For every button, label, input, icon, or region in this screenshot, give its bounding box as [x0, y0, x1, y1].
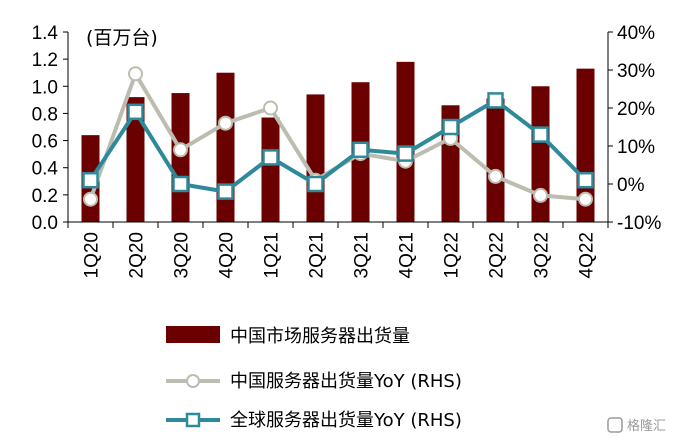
china-yoy-point [488, 168, 503, 184]
bar [261, 117, 280, 222]
unit-label: (百万台) [86, 27, 158, 49]
x-tick-label: 2Q20 [127, 232, 148, 278]
left-tick-label: 0.8 [32, 104, 58, 125]
x-tick-label: 4Q20 [217, 232, 238, 278]
bar [486, 98, 505, 222]
x-tick-label: 4Q21 [397, 232, 418, 278]
plot-area: 0.0 0.2 0.4 0.6 0.8 1.0 1.2 1.4 -10% 0% 10% 20% 30% 4… [32, 23, 662, 278]
x-tick-label: 3Q22 [532, 232, 553, 278]
right-tick-label: 30% [617, 61, 655, 82]
watermark: 格隆汇 [607, 417, 666, 434]
global-yoy-point [532, 126, 549, 143]
left-tick-label: 0.6 [32, 132, 58, 153]
right-tick-label: -10% [617, 213, 661, 234]
global-yoy-line [88, 98, 587, 194]
legend-label-bar: 中国市场服务器出货量 [230, 326, 410, 347]
china-yoy-point [578, 191, 593, 207]
bar [396, 61, 415, 222]
global-yoy-point [442, 118, 459, 136]
bar [171, 93, 190, 222]
global-yoy-point [577, 171, 594, 189]
legend-marker-china-yoy [186, 374, 200, 388]
legend-label-global-yoy: 全球服务器出货量YoY (RHS) [230, 410, 462, 431]
legend: 中国市场服务器出货量 中国服务器出货量YoY (RHS) 全球服务器出货量YoY… [166, 326, 462, 431]
legend-label-china-yoy: 中国服务器出货量YoY (RHS) [230, 371, 462, 392]
left-tick-label: 0.2 [32, 186, 58, 207]
china-yoy-point [218, 115, 233, 131]
bar [126, 97, 145, 222]
legend-marker-global-yoy [185, 412, 201, 428]
legend-item-china-yoy: 中国服务器出货量YoY (RHS) [166, 371, 462, 392]
left-tick-label: 1.2 [32, 50, 58, 71]
global-yoy-point [82, 171, 99, 189]
global-yoy-point [217, 183, 234, 200]
watermark-logo-icon [607, 417, 623, 433]
global-yoy-point [262, 149, 279, 166]
right-tick-label: 10% [617, 137, 655, 158]
global-yoy-point [397, 145, 414, 162]
left-tick-label: 0.0 [32, 213, 58, 234]
x-tick-label: 1Q21 [262, 232, 283, 278]
x-tick-label: 1Q20 [82, 232, 103, 278]
global-yoy-point [127, 103, 144, 121]
x-tick-label: 1Q22 [442, 232, 463, 278]
china-yoy-line [88, 71, 586, 202]
bar [531, 86, 550, 223]
global-yoy-point [307, 175, 324, 193]
bar [306, 94, 325, 222]
x-tick-label: 2Q21 [307, 232, 328, 278]
x-tick-label: 3Q20 [172, 232, 193, 278]
right-tick-label: 0% [617, 175, 645, 196]
right-tick-label: 20% [617, 99, 655, 120]
x-tick-label: 4Q22 [577, 232, 598, 278]
watermark-text: 格隆汇 [627, 418, 666, 434]
left-tick-label: 1.4 [32, 23, 59, 44]
china-yoy-point [83, 191, 98, 207]
legend-swatch-bar [166, 326, 220, 343]
x-tick-label: 2Q22 [487, 232, 508, 278]
china-yoy-point [128, 66, 143, 82]
global-yoy-point [352, 141, 369, 159]
china-yoy-point [173, 142, 188, 158]
x-tick-label: 3Q21 [352, 232, 373, 278]
china-yoy-point [263, 100, 278, 116]
china-yoy-point [533, 187, 548, 203]
legend-item-global-yoy: 全球服务器出货量YoY (RHS) [166, 410, 462, 431]
global-yoy-point [487, 92, 504, 109]
left-tick-label: 0.4 [32, 159, 59, 180]
left-tick-label: 1.0 [32, 77, 58, 98]
global-yoy-point [172, 175, 189, 193]
right-tick-label: 40% [617, 23, 655, 44]
legend-item-bar: 中国市场服务器出货量 [166, 326, 410, 347]
